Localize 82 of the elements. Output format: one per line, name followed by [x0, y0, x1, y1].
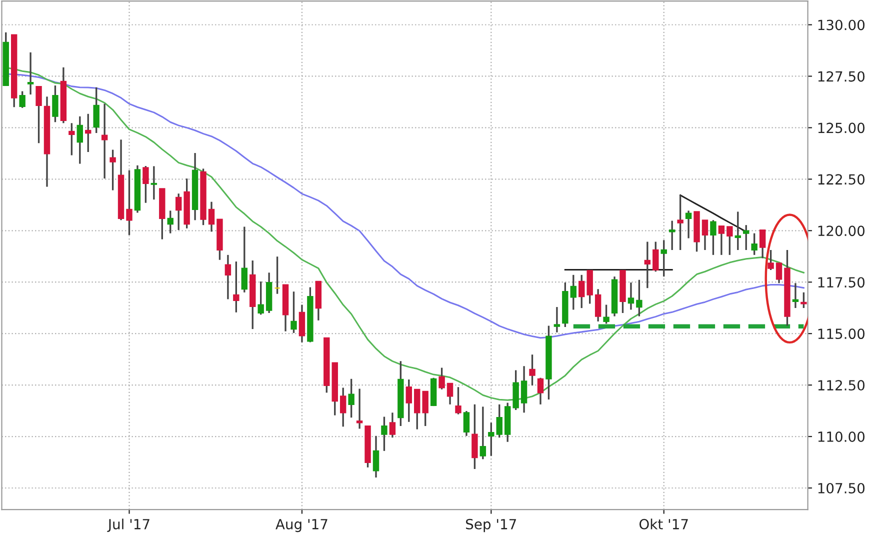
candlestick: [759, 229, 766, 260]
y-tick-label: 117.50: [818, 277, 865, 288]
y-tick-label: 120.00: [818, 226, 865, 236]
candlestick: [726, 226, 733, 256]
candlestick: [224, 254, 232, 300]
candlestick: [734, 210, 741, 251]
candlestick: [381, 416, 388, 452]
candlestick: [68, 122, 75, 156]
candlestick: [537, 377, 544, 406]
y-tick-label: 112.50: [818, 380, 865, 391]
candlestick: [677, 194, 684, 251]
x-tick-label: Jul '17: [107, 518, 150, 532]
candlestick: [520, 365, 528, 414]
candlestick: [85, 113, 92, 153]
candlestick: [792, 282, 799, 309]
candlestick: [258, 280, 264, 316]
candlestick: [36, 86, 42, 144]
candlestick: [603, 304, 610, 325]
candlestick: [110, 148, 116, 192]
x-tick-label: Aug '17: [276, 519, 328, 532]
candlestick: [472, 404, 478, 470]
candlestick: [233, 260, 240, 314]
candlestick: [496, 404, 502, 438]
candlestick: [438, 366, 445, 390]
x-tick-label: Sep '17: [466, 518, 516, 532]
candlestick: [19, 90, 26, 109]
candlestick: [422, 390, 428, 427]
candlestick: [290, 290, 297, 334]
candlestick: [488, 422, 494, 457]
candlestick: [594, 288, 602, 322]
candlestick: [208, 200, 215, 232]
candlestick: [751, 232, 758, 256]
candlestick: [298, 304, 306, 344]
candlestick: [455, 386, 462, 416]
candlestick: [76, 116, 83, 165]
y-tick-label: 122.50: [818, 174, 865, 185]
candlestick: [660, 239, 667, 278]
candlestick: [175, 192, 182, 231]
candlestick: [167, 210, 174, 234]
candlestick: [628, 282, 634, 311]
candlestick: [126, 169, 132, 236]
candlestick: [142, 165, 149, 204]
x-tick-label: Okt '17: [639, 518, 688, 530]
y-tick-label: 127.50: [818, 71, 865, 82]
candlestick: [372, 435, 380, 478]
candlestick: [578, 274, 585, 309]
candlestick: [554, 306, 560, 334]
candlestick: [800, 292, 807, 309]
candlestick: [52, 84, 58, 123]
y-tick-label: 110.00: [818, 431, 865, 442]
candlestick: [668, 220, 676, 251]
candlestick: [93, 86, 100, 134]
candlestick: [150, 165, 158, 200]
candlestick: [446, 382, 454, 406]
candlestick: [570, 274, 576, 311]
candlestick: [389, 412, 396, 438]
candlestick: [768, 249, 774, 271]
candlestick: [636, 279, 642, 318]
candlestick: [529, 354, 536, 386]
candlestick: [480, 406, 486, 460]
candlestick: [340, 386, 346, 428]
y-tick-label: 107.50: [818, 482, 865, 494]
candlestick: [710, 219, 716, 256]
y-tick-label: 125.00: [818, 122, 865, 134]
y-tick-label: 130.00: [818, 20, 865, 30]
candlestick: [414, 388, 420, 430]
candlestick: [463, 410, 470, 437]
candlestick: [356, 388, 363, 430]
candlestick: [776, 262, 782, 284]
candlestick: [101, 102, 108, 180]
candlestick: [702, 219, 708, 251]
candlestick: [348, 378, 354, 418]
candlestick: [743, 224, 750, 251]
candlestick: [274, 256, 280, 295]
candlestick: [652, 240, 659, 272]
candlestick: [644, 240, 651, 289]
candlestick: [27, 52, 34, 96]
y-tick-label: 115.00: [818, 328, 865, 340]
candlestick: [718, 225, 725, 256]
candlestick: [685, 210, 692, 240]
candlestick: [241, 226, 248, 294]
candlestick: [406, 378, 412, 423]
